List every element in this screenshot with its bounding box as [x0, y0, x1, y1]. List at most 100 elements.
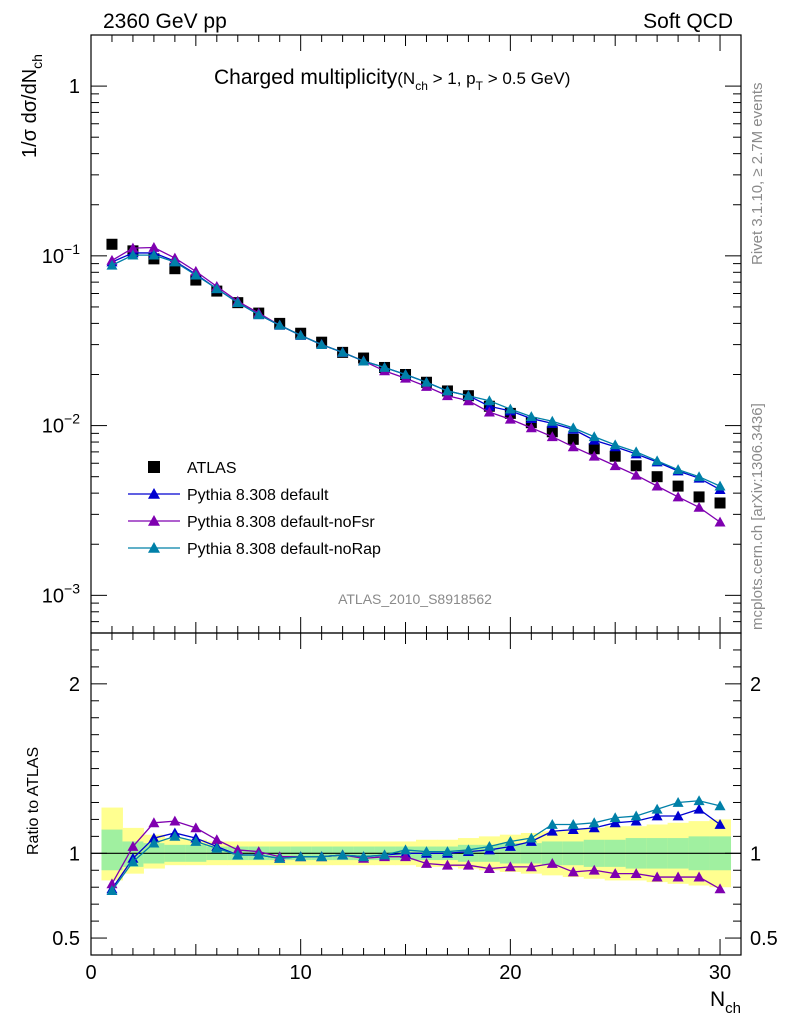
data-point	[400, 368, 412, 379]
ratio-data-point	[672, 796, 684, 807]
ratio-series	[106, 795, 726, 895]
ratio-data-point	[483, 863, 495, 873]
ratio-panel-frame	[90, 632, 742, 956]
data-point	[609, 439, 621, 450]
ratio-data-point	[672, 871, 684, 882]
rivet-label: Rivet 3.1.10, ≥ 2.7M events	[749, 83, 766, 266]
plot-title: Charged multiplicity(Nch > 1, pT > 0.5 G…	[214, 66, 570, 93]
data-point	[420, 376, 432, 387]
ratio-data-point	[630, 868, 642, 879]
ratio-data-point	[588, 817, 600, 828]
ratio-data-point	[420, 857, 432, 868]
y-tick-label: 10−3	[42, 580, 80, 607]
data-point	[567, 422, 579, 433]
legend-label: Pythia 8.308 default	[187, 487, 329, 504]
data-point	[714, 516, 726, 527]
data-point	[441, 385, 453, 396]
ratio-data-point	[358, 851, 370, 862]
legend-marker	[148, 488, 160, 499]
ratio-data-point	[148, 817, 160, 828]
ratio-y-tick-label: 0.5	[52, 928, 80, 950]
legend-label: ATLAS	[187, 460, 237, 477]
ratio-data-point	[609, 817, 621, 828]
data-point	[588, 443, 600, 455]
source-label: mcplots.cern.ch [arXiv:1306.3436]	[749, 403, 766, 630]
ratio-panel: 0.5 0.5 1 1 2 2 Ratio to ATLAS 0 10 20 30 Nch	[25, 632, 778, 1017]
x-axis-label: Nch	[710, 988, 741, 1017]
stat-uncertainty-band	[101, 829, 123, 871]
data-point	[672, 480, 684, 492]
data-point	[693, 491, 705, 503]
data-point	[483, 400, 495, 411]
ratio-data-point	[714, 883, 726, 894]
ratio-data-point	[441, 846, 453, 857]
ratio-data-point	[588, 864, 600, 875]
data-point	[525, 411, 537, 421]
ratio-data-point	[295, 851, 307, 862]
x-tick-labels: 0 10 20 30	[85, 962, 731, 984]
legend: ATLAS Pythia 8.308 default Pythia 8.308 de…	[128, 460, 381, 558]
ratio-data-point	[504, 841, 516, 851]
data-point	[714, 497, 726, 509]
ratio-data-point	[211, 834, 223, 845]
data-point	[190, 274, 202, 286]
data-point	[127, 242, 139, 253]
data-point	[714, 480, 726, 491]
data-point	[295, 329, 307, 340]
data-point	[567, 441, 579, 452]
data-point	[504, 403, 516, 414]
data-point	[106, 259, 118, 270]
ratio-data-point	[693, 871, 705, 882]
data-point	[609, 460, 621, 471]
legend-marker	[148, 461, 160, 473]
ratio-data-point	[651, 803, 663, 814]
ratio-data-point	[169, 830, 181, 841]
data-point	[630, 446, 642, 457]
data-point	[483, 395, 495, 406]
ratio-data-point	[420, 846, 432, 857]
data-point	[630, 460, 642, 472]
ratio-data-point	[106, 885, 118, 895]
y-tick-label: 10−1	[42, 241, 80, 268]
ratio-series-line	[111, 820, 721, 890]
ratio-y-tick-label-right: 1	[750, 843, 761, 865]
ratio-ticks	[90, 633, 742, 955]
ratio-data-point	[253, 849, 265, 860]
data-point	[483, 406, 495, 417]
data-point	[651, 455, 663, 466]
ratio-data-point	[567, 866, 579, 877]
data-point	[253, 309, 265, 320]
ratio-data-point	[483, 841, 495, 851]
data-point	[379, 361, 391, 372]
ratio-data-point	[504, 835, 516, 846]
data-point	[504, 413, 516, 424]
data-point	[693, 471, 705, 482]
x-tick-label: 30	[709, 962, 731, 984]
ratio-data-point	[232, 849, 244, 860]
main-ticks	[90, 34, 742, 634]
data-point	[609, 450, 621, 462]
data-point	[672, 464, 684, 475]
ratio-data-point	[588, 822, 600, 833]
series-line	[111, 252, 721, 491]
ratio-data-point	[567, 819, 579, 829]
ratio-data-point	[546, 819, 558, 829]
energy-label: 2360 GeV pp	[103, 10, 227, 33]
ratio-data-point	[714, 819, 726, 829]
data-point	[358, 355, 370, 366]
ratio-data-point	[672, 810, 684, 821]
ratio-data-point	[232, 844, 244, 855]
ratio-series-line	[111, 800, 721, 891]
ratio-data-point	[525, 861, 537, 872]
ratio-data-point	[127, 841, 139, 851]
ratio-data-point	[337, 849, 349, 860]
data-point	[462, 395, 474, 406]
data-point	[651, 471, 663, 483]
data-point	[211, 283, 223, 294]
data-point	[672, 491, 684, 502]
ratio-y-tick-label: 2	[69, 674, 80, 696]
ratio-data-point	[316, 851, 328, 862]
data-point	[630, 469, 642, 480]
data-point	[190, 269, 202, 280]
